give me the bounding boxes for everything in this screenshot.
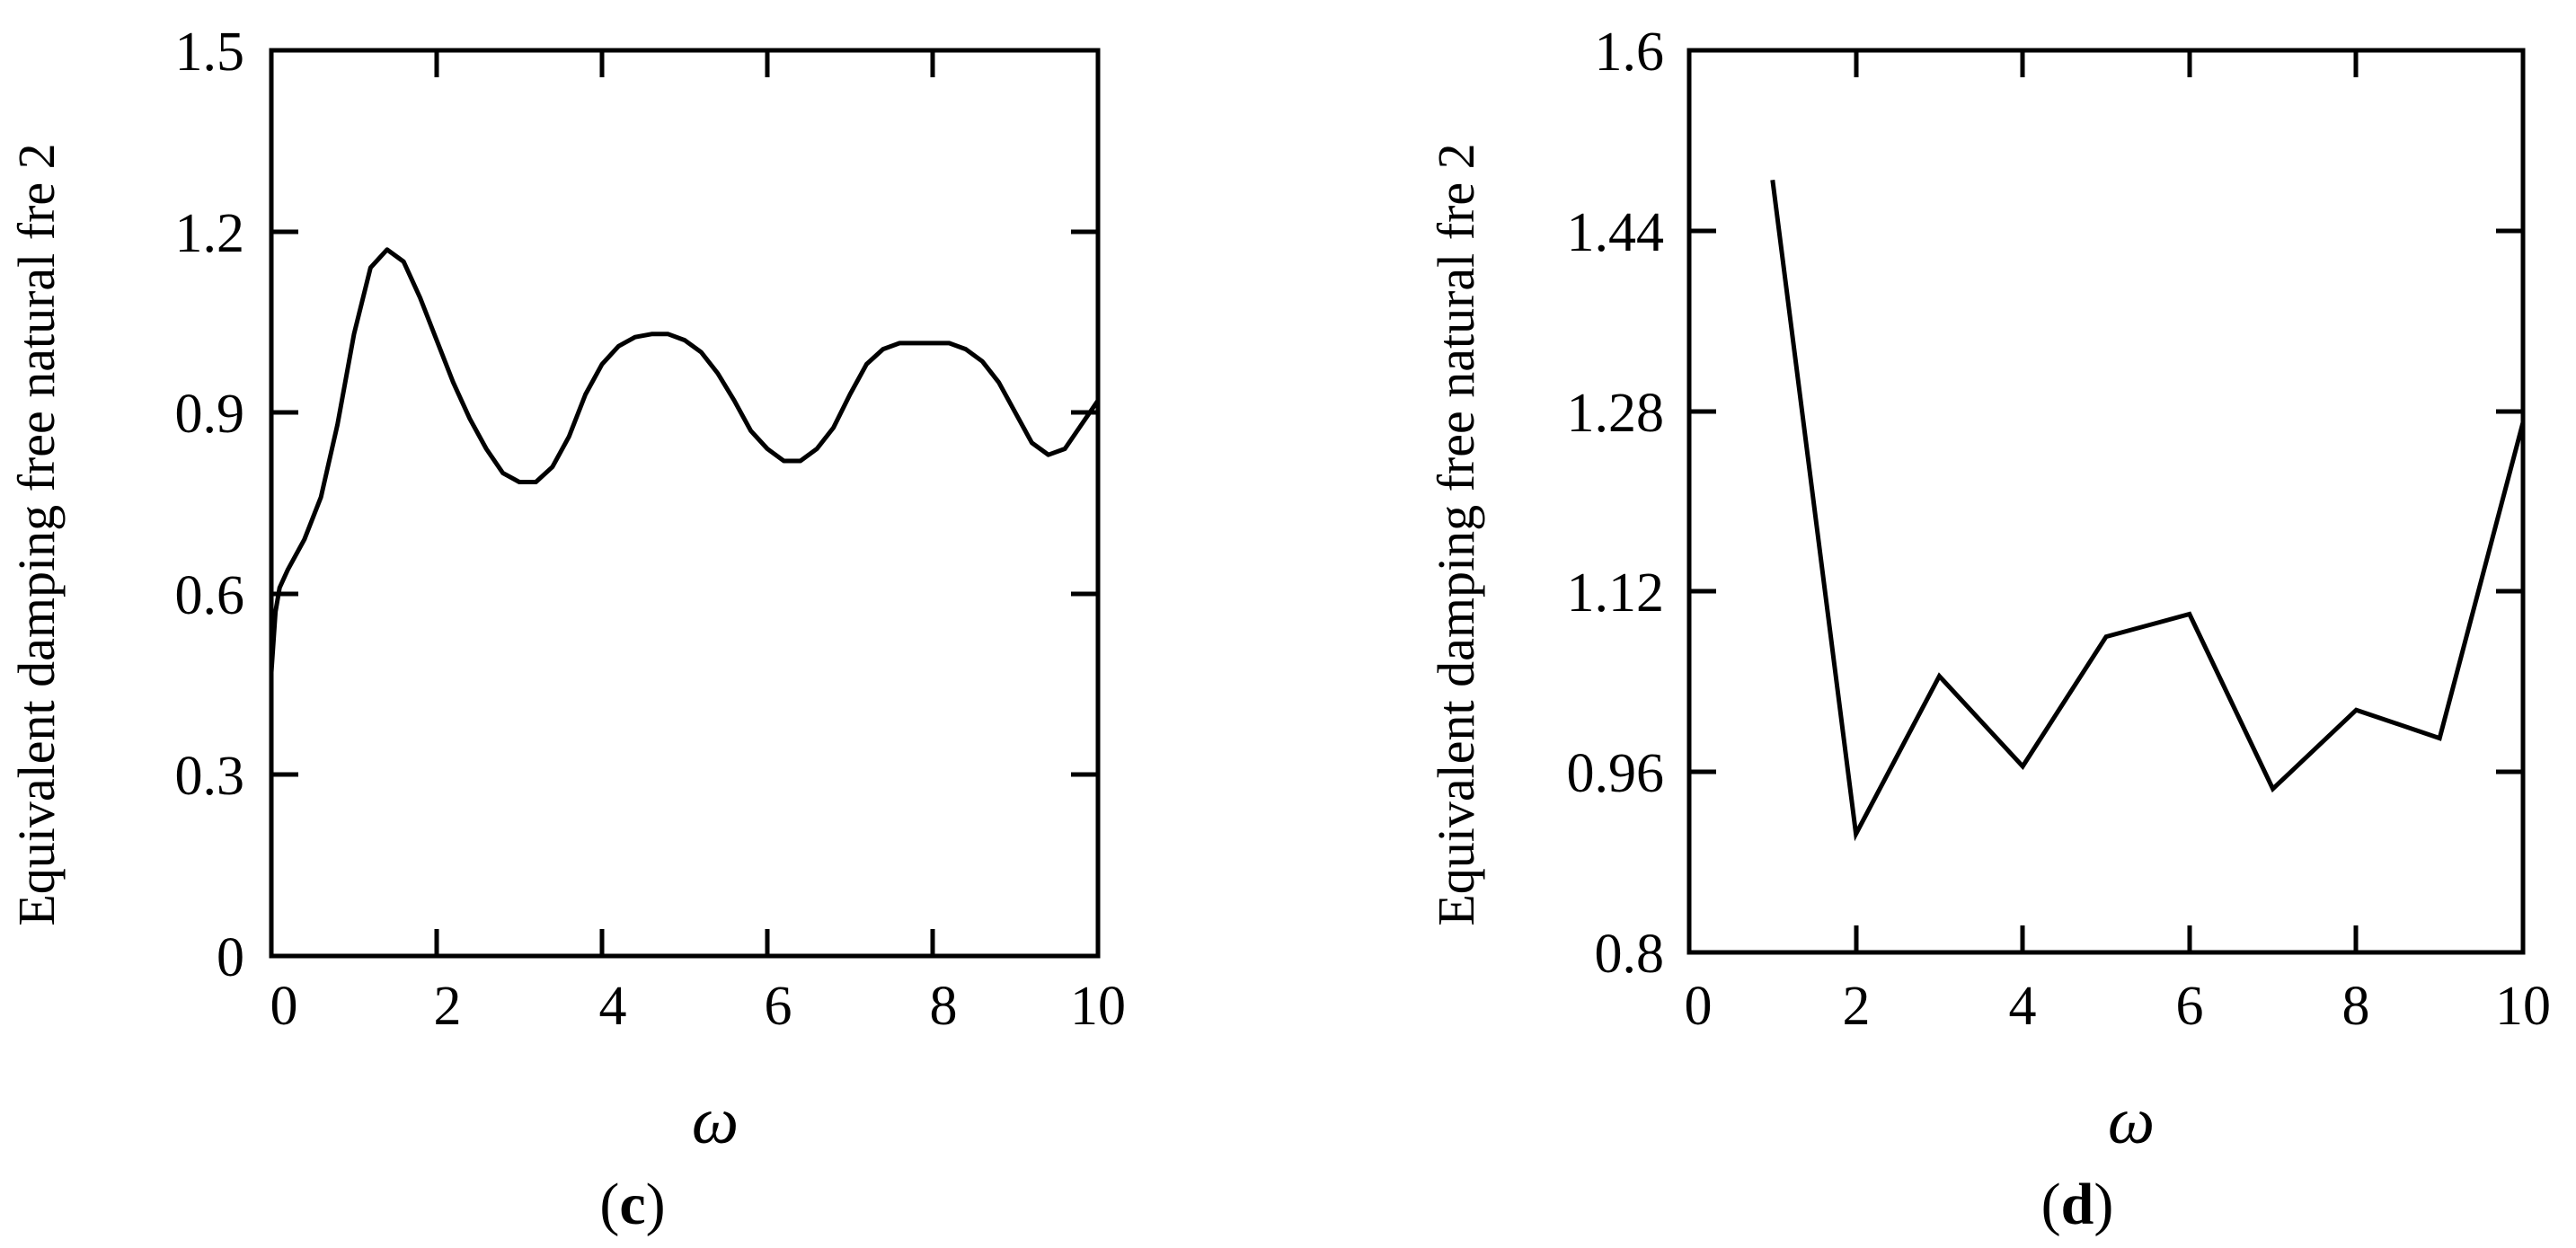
y-tick-label: 0.96 [1567,743,1665,804]
x-tick-label: 8 [930,976,958,1037]
x-axis-title-d: ω [2108,1084,2155,1158]
panel-label-d: (d) [2041,1172,2114,1237]
panel-label-letter-c: c [619,1172,645,1237]
y-tick-labels-d: 0.8 0.96 1.12 1.28 1.44 1.6 [1567,22,1665,985]
y-tick-label: 1.28 [1567,383,1665,444]
panel-d: Equivalent damping free natural fre 2 0.… [1427,22,2551,1237]
y-tick-label: 0 [217,927,244,988]
plot-frame-d [1686,48,2526,955]
y-tick-label: 1.5 [175,22,245,83]
y-tick-label: 1.12 [1567,562,1665,624]
plot-frame-c [269,48,1101,959]
x-tick-label: 8 [2342,976,2370,1037]
y-tick-label: 0.6 [175,565,245,626]
x-tick-label: 10 [2495,976,2551,1037]
x-tick-label: 0 [270,976,298,1037]
x-tick-label: 6 [765,976,792,1037]
series-line-c [269,247,1101,673]
y-tick-label: 1.2 [175,203,245,264]
panel-label-c: (c) [599,1172,665,1237]
x-tick-label: 2 [434,976,462,1037]
x-tick-label: 6 [2176,976,2204,1037]
y-tick-label: 0.9 [175,384,245,445]
y-tick-label: 1.6 [1595,22,1665,83]
series-line-d [1770,179,2526,842]
y-axis-title-d: Equivalent damping free natural fre 2 [1427,143,1485,925]
y-tick-label: 1.44 [1567,202,1665,263]
x-tick-label: 2 [1843,976,1871,1037]
y-axis-title-c: Equivalent damping free natural fre 2 [7,143,66,925]
x-tick-label: 10 [1070,976,1126,1037]
x-axis-title-c: ω [692,1084,739,1158]
panel-label-letter-d: d [2061,1172,2094,1237]
x-tick-label: 4 [599,976,627,1037]
panel-c: Equivalent damping free natural fre 2 0 … [7,22,1126,1237]
x-tick-label: 0 [1685,976,1713,1037]
tick-marks-d [1689,50,2523,952]
y-tick-labels-c: 0 0.3 0.6 0.9 1.2 1.5 [175,22,245,988]
x-tick-labels-d: 0 2 4 6 8 10 [1685,976,2552,1037]
y-tick-label: 0.8 [1595,924,1665,985]
x-tick-label: 4 [2009,976,2037,1037]
tick-marks-c [271,50,1098,956]
x-tick-labels-c: 0 2 4 6 8 10 [270,976,1127,1037]
y-tick-label: 0.3 [175,746,245,807]
